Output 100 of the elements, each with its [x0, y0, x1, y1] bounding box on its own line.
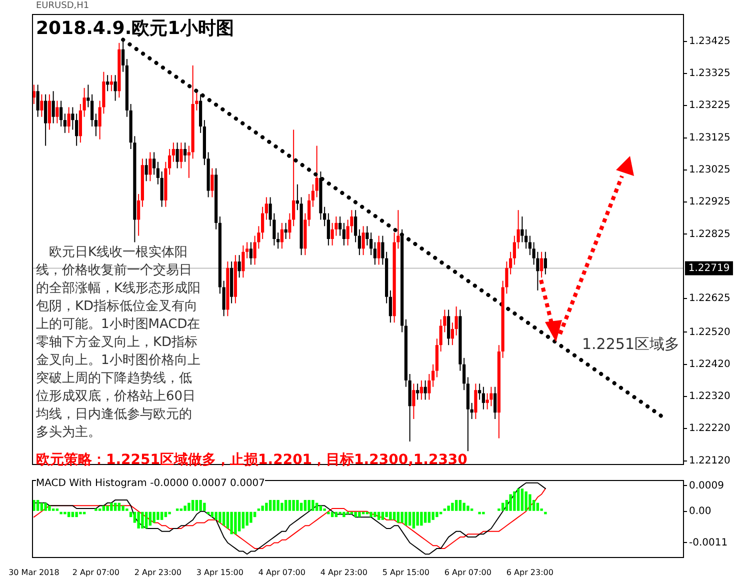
candlestick — [540, 251, 544, 278]
bar — [238, 512, 241, 532]
candlestick — [366, 226, 369, 246]
bar — [156, 512, 160, 520]
candlestick — [60, 100, 63, 127]
candlestick — [210, 168, 214, 198]
candlestick — [462, 357, 466, 391]
bar — [242, 512, 245, 528]
bar — [370, 512, 372, 518]
y-tick-label: 1.23425 — [689, 36, 730, 47]
candlestick — [48, 94, 51, 130]
bar — [118, 502, 121, 511]
bar — [509, 494, 512, 511]
bar — [319, 506, 322, 511]
candlestick — [342, 222, 346, 246]
bar — [195, 500, 198, 511]
y-tick-label: 1.23225 — [689, 100, 730, 112]
candlestick — [311, 184, 314, 208]
bar — [432, 512, 434, 520]
y-tick-label: 1.23125 — [689, 132, 730, 144]
y-tick-label: 1.22625 — [689, 293, 730, 304]
candlestick — [509, 251, 512, 275]
bar — [416, 512, 419, 526]
bar — [536, 502, 540, 511]
candlestick — [67, 106, 70, 134]
bar — [280, 502, 284, 511]
bar — [218, 512, 222, 523]
candlestick — [156, 161, 160, 185]
candlestick — [56, 100, 59, 124]
bar — [261, 506, 264, 511]
bar — [412, 512, 416, 528]
candlestick — [516, 210, 520, 250]
bar — [122, 506, 124, 511]
candlestick — [184, 142, 187, 162]
x-tick-label: 6 Apr 23:00 — [506, 568, 554, 577]
candlestick — [478, 383, 482, 400]
y-tick-label: 1.23025 — [689, 164, 730, 176]
bar — [392, 512, 396, 520]
bar — [385, 512, 388, 518]
annotation: 欧元策略：1.2251区域做多，止损1.2201，目标1.2300,1.2330 — [36, 451, 468, 469]
bar — [389, 512, 392, 520]
bar — [338, 512, 342, 514]
x-tick-label: 2 Apr 23:00 — [134, 568, 182, 577]
bar — [374, 512, 376, 518]
bar — [462, 502, 466, 511]
bar — [64, 512, 66, 514]
bar — [268, 500, 272, 511]
candlestick — [261, 206, 264, 240]
candlestick — [238, 254, 241, 278]
bar — [160, 512, 164, 520]
candlestick — [388, 290, 392, 324]
candlestick — [308, 194, 311, 227]
bar — [296, 500, 299, 511]
bar — [454, 500, 458, 511]
candlestick — [450, 322, 454, 346]
candlestick — [222, 280, 226, 317]
candlestick — [63, 113, 66, 134]
chart-title: 2018.4.9.欧元1小时图 — [36, 17, 234, 40]
bar — [377, 512, 380, 520]
candlestick — [416, 383, 420, 400]
candlestick — [82, 87, 86, 118]
bar — [451, 502, 454, 511]
bar — [300, 502, 303, 511]
bar — [44, 502, 47, 511]
bar — [528, 494, 532, 511]
bar — [424, 512, 427, 523]
x-tick-label: 6 Apr 07:00 — [444, 568, 492, 577]
candlestick — [280, 222, 284, 250]
candlestick — [242, 244, 245, 278]
candlestick — [172, 142, 175, 162]
bar — [40, 502, 44, 511]
bar — [304, 500, 307, 511]
candlestick — [323, 206, 326, 227]
y-tick-label: 0.00 — [689, 506, 712, 517]
candlestick — [114, 74, 117, 102]
bar — [404, 512, 408, 526]
candlestick — [482, 386, 485, 410]
candlestick — [90, 94, 94, 127]
candlestick — [424, 380, 427, 400]
candlestick — [370, 232, 373, 256]
y-tick-label: 1.22825 — [689, 228, 730, 240]
candlestick — [36, 84, 40, 118]
bar — [436, 512, 438, 518]
y-tick-label: 0.0009 — [689, 480, 724, 492]
bar — [230, 512, 233, 534]
bar — [168, 512, 171, 514]
candlestick — [106, 74, 110, 92]
candlestick — [187, 145, 190, 178]
candlestick — [160, 171, 164, 208]
candlestick — [373, 242, 376, 266]
bar — [312, 500, 314, 511]
candlestick — [524, 228, 528, 250]
bar — [188, 502, 190, 511]
x-tick-label: 4 Apr 07:00 — [258, 568, 306, 577]
bar — [48, 506, 51, 511]
bar — [137, 512, 140, 528]
candlestick — [249, 242, 252, 266]
bar — [191, 500, 194, 511]
candlestick — [326, 212, 330, 246]
bar — [276, 500, 280, 511]
